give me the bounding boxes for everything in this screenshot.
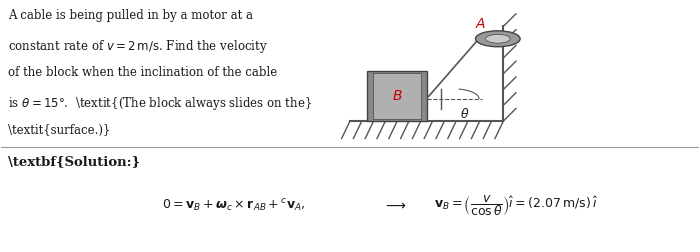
Text: $\mathbf{v}_B = \left(\dfrac{v}{\cos\theta}\right)\hat{\imath} = (2.07\,\mathrm{: $\mathbf{v}_B = \left(\dfrac{v}{\cos\the… <box>434 193 598 218</box>
Text: $B$: $B$ <box>392 89 402 103</box>
Text: $0 = \mathbf{v}_B + \boldsymbol{\omega}_c \times \mathbf{r}_{AB} + {}^{c}\mathbf: $0 = \mathbf{v}_B + \boldsymbol{\omega}_… <box>162 198 305 214</box>
Text: \textbf{Solution:}: \textbf{Solution:} <box>8 155 141 168</box>
Text: \textit{surface.)}: \textit{surface.)} <box>8 123 111 137</box>
Text: is $\theta = 15°$.  \textit{(The block always slides on the}: is $\theta = 15°$. \textit{(The block al… <box>8 95 312 112</box>
Text: $A$: $A$ <box>475 17 486 31</box>
Text: A cable is being pulled in by a motor at a: A cable is being pulled in by a motor at… <box>8 9 253 22</box>
Text: $\longrightarrow$: $\longrightarrow$ <box>384 199 407 213</box>
Text: of the block when the inclination of the cable: of the block when the inclination of the… <box>8 66 278 79</box>
Circle shape <box>486 34 510 43</box>
Text: constant rate of $v = 2\,\mathrm{m/s}$. Find the velocity: constant rate of $v = 2\,\mathrm{m/s}$. … <box>8 38 268 54</box>
Text: $\theta$: $\theta$ <box>461 107 470 120</box>
Circle shape <box>475 31 520 47</box>
Polygon shape <box>373 73 421 119</box>
Polygon shape <box>368 71 427 121</box>
